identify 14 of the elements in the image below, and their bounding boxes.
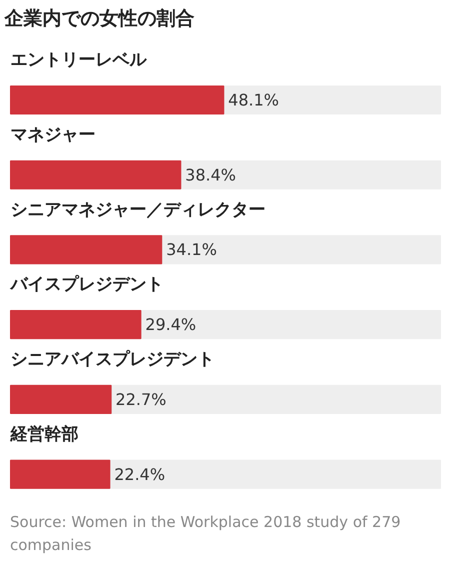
y-tick-label: 経営幹部 [10, 424, 78, 444]
data-label: 38.4% [185, 165, 236, 184]
source-note: Source: Women in the Workplace 2018 study of 279 companies [10, 512, 402, 556]
data-label: 48.1% [228, 90, 279, 110]
data-label: 29.4% [145, 315, 196, 334]
chart-title: 企業内での女性の割合 [4, 8, 194, 30]
y-tick-label: マネジャー [10, 124, 96, 145]
data-label: 22.7% [116, 390, 166, 409]
y-tick-label: バイスプレジデント [10, 274, 164, 295]
data-label: 34.1% [166, 240, 217, 260]
data-label: 22.4% [114, 464, 166, 484]
y-tick-label: エントリーレベル [10, 50, 148, 70]
y-tick-label: シニアマネジャー／ディレクター [10, 200, 266, 220]
y-tick-label: シニアバイスプレジデント [10, 349, 214, 370]
